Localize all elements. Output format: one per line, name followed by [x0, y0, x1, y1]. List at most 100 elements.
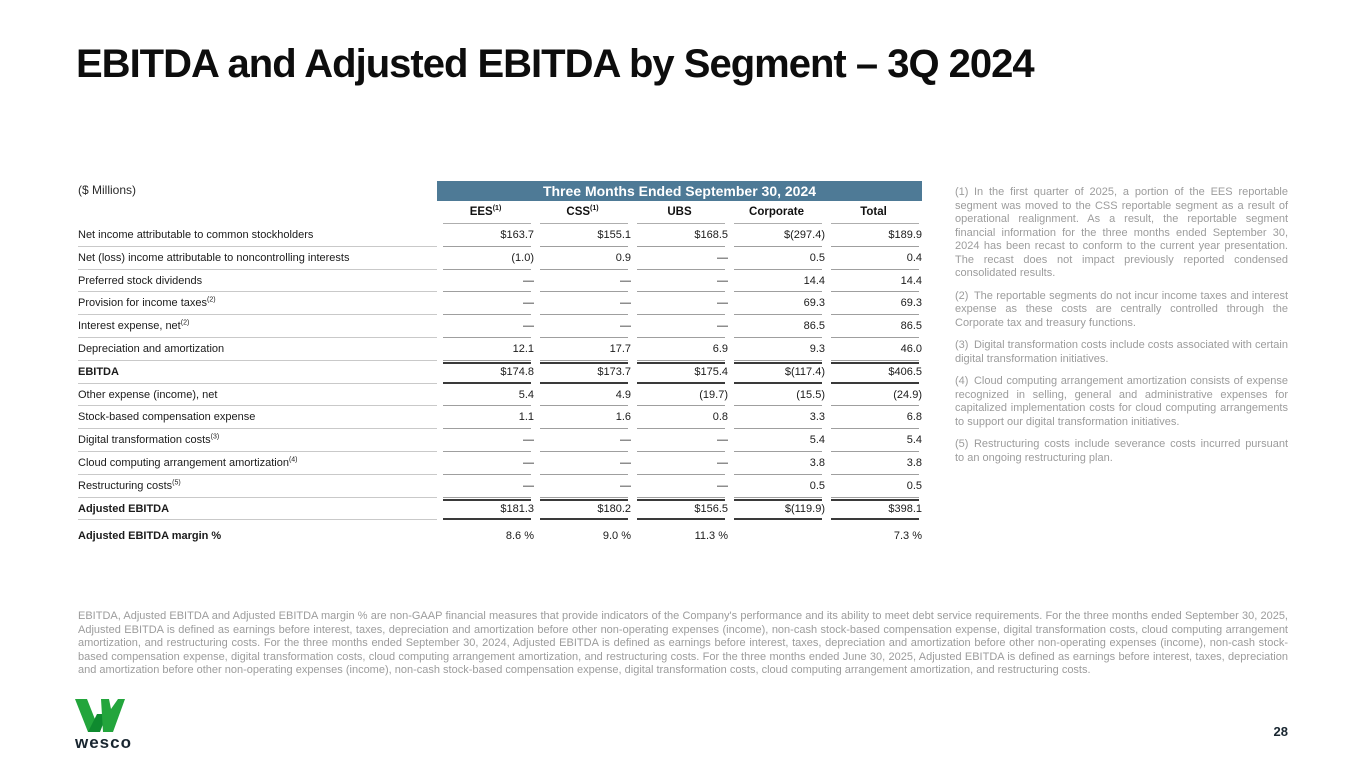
row-value: $156.5	[631, 498, 728, 521]
column-header: EES(1)	[437, 201, 534, 224]
row-value: $(119.9)	[728, 498, 825, 521]
row-value: $181.3	[437, 498, 534, 521]
row-value: $398.1	[825, 498, 922, 521]
row-value: $168.5	[631, 224, 728, 247]
column-header: Corporate	[728, 201, 825, 224]
row-value: 6.9	[631, 338, 728, 361]
row-label: Depreciation and amortization	[78, 338, 437, 361]
row-label: Net (loss) income attributable to noncon…	[78, 247, 437, 270]
row-value: 3.8	[825, 452, 922, 475]
row-value: $406.5	[825, 361, 922, 384]
row-label: Cloud computing arrangement amortization…	[78, 452, 437, 475]
row-value: (24.9)	[825, 384, 922, 407]
row-value: —	[631, 452, 728, 475]
row-value: —	[437, 292, 534, 315]
row-value: —	[534, 452, 631, 475]
footnote: (4) Cloud computing arrangement amortiza…	[955, 375, 1288, 428]
row-value: —	[631, 247, 728, 270]
row-value: 17.7	[534, 338, 631, 361]
row-value: $180.2	[534, 498, 631, 521]
row-value: 0.9	[534, 247, 631, 270]
row-value: (15.5)	[728, 384, 825, 407]
row-value: —	[534, 292, 631, 315]
row-value: —	[631, 429, 728, 452]
row-value: —	[534, 315, 631, 338]
row-value: 5.4	[825, 429, 922, 452]
footnote: (2) The reportable segments do not incur…	[955, 289, 1288, 329]
column-header: CSS(1)	[534, 201, 631, 224]
row-value: 0.4	[825, 247, 922, 270]
row-value: $(297.4)	[728, 224, 825, 247]
row-value: 69.3	[825, 292, 922, 315]
row-label: Provision for income taxes(2)	[78, 292, 437, 315]
wesco-logo: wesco	[75, 699, 145, 753]
row-label: Other expense (income), net	[78, 384, 437, 407]
row-label: EBITDA	[78, 361, 437, 384]
row-value: 6.8	[825, 406, 922, 429]
wesco-wordmark: wesco	[75, 733, 132, 752]
footnote: (1) In the first quarter of 2025, a port…	[955, 186, 1288, 279]
row-value: 8.6 %	[505, 530, 534, 543]
row-label: Digital transformation costs(3)	[78, 429, 437, 452]
row-value: 0.5	[825, 475, 922, 498]
row-value: 0.5	[728, 475, 825, 498]
table-row: Restructuring costs(5) — — —0.5 0.5	[78, 475, 922, 498]
table-row: Net (loss) income attributable to noncon…	[78, 247, 922, 270]
row-value: —	[437, 475, 534, 498]
column-header: UBS	[631, 201, 728, 224]
row-value: 0.5	[728, 247, 825, 270]
row-value: —	[631, 270, 728, 293]
units-label: ($ Millions)	[78, 183, 137, 197]
table-row: Cloud computing arrangement amortization…	[78, 452, 922, 475]
table-row: Other expense (income), net 5.4 4.9 (19.7)(…	[78, 384, 922, 407]
table-row: EBITDA $174.8 $173.7 $175.4 $(117.4) $406.5	[78, 361, 922, 384]
table-row: Depreciation and amortization 12.1 17.7 6.9…	[78, 338, 922, 361]
table-row: Digital transformation costs(3) — — —5.4 5.4	[78, 429, 922, 452]
table-row: Adjusted EBITDA $181.3 $180.2 $156.5 $(119.9…	[78, 498, 922, 521]
row-value: 46.0	[825, 338, 922, 361]
table-body: Net income attributable to common stockh…	[78, 224, 922, 548]
footnote: (5) Restructuring costs include severanc…	[955, 438, 1288, 464]
row-label: Net income attributable to common stockh…	[78, 224, 437, 247]
row-value: —	[437, 452, 534, 475]
row-value: 9.3	[728, 338, 825, 361]
page-number: 28	[1273, 724, 1288, 739]
row-value: 3.3	[728, 406, 825, 429]
row-value: —	[534, 475, 631, 498]
row-label: Restructuring costs(5)	[78, 475, 437, 498]
period-header: Three Months Ended September 30, 2024	[437, 181, 922, 201]
row-label: Preferred stock dividends	[78, 270, 437, 293]
row-value: —	[534, 270, 631, 293]
row-value: 14.4	[825, 270, 922, 293]
row-value: $189.9	[825, 224, 922, 247]
row-value: 86.5	[728, 315, 825, 338]
row-value: 5.4	[728, 429, 825, 452]
table-row: Provision for income taxes(2) — — —69.3 69.3	[78, 292, 922, 315]
non-gaap-disclaimer: EBITDA, Adjusted EBITDA and Adjusted EBI…	[78, 610, 1288, 676]
row-value: $175.4	[631, 361, 728, 384]
row-value: —	[631, 315, 728, 338]
row-value: —	[631, 292, 728, 315]
row-value: 14.4	[728, 270, 825, 293]
row-value: $155.1	[534, 224, 631, 247]
table-row: Net income attributable to common stockh…	[78, 224, 922, 247]
row-label: Adjusted EBITDA margin %	[78, 530, 222, 543]
row-value: 69.3	[728, 292, 825, 315]
row-value: $174.8	[437, 361, 534, 384]
column-header-spacer	[78, 201, 437, 224]
row-value: —	[437, 270, 534, 293]
table-row: Stock-based compensation expense 1.1 1.6 0.…	[78, 406, 922, 429]
footnotes-panel: (1) In the first quarter of 2025, a port…	[955, 186, 1288, 474]
page-title: EBITDA and Adjusted EBITDA by Segment – …	[76, 42, 1035, 86]
row-value: 1.6	[534, 406, 631, 429]
row-value: 4.9	[534, 384, 631, 407]
row-value: 3.8	[728, 452, 825, 475]
row-value: 12.1	[437, 338, 534, 361]
row-value: 7.3 %	[893, 530, 922, 543]
row-value: (1.0)	[437, 247, 534, 270]
row-value: 11.3 %	[694, 530, 728, 543]
row-value: 1.1	[437, 406, 534, 429]
row-value: $(117.4)	[728, 361, 825, 384]
column-header-row: EES(1) CSS(1) UBS Corporate Total	[78, 201, 922, 224]
